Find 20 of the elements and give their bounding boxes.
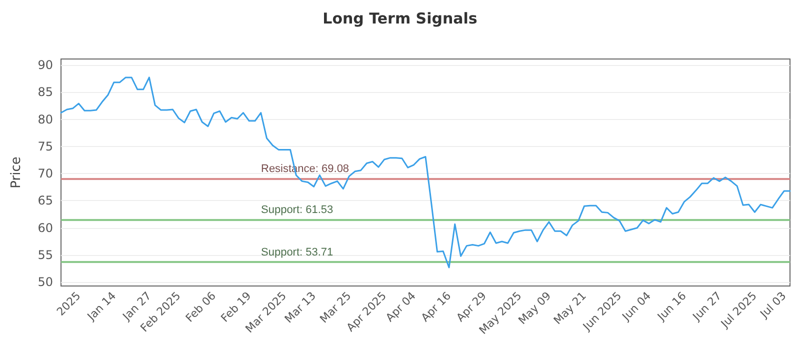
ref-line-label: Support: 61.53	[261, 204, 334, 216]
y-tick-label: 50	[38, 275, 53, 290]
y-tick-label: 60	[38, 220, 53, 235]
y-axis-title: Price	[9, 156, 24, 188]
y-tick-label: 90	[38, 58, 53, 72]
y-tick-label: 80	[38, 112, 53, 126]
x-tick-label: Apr 16	[418, 289, 454, 324]
x-tick-label: Jun 04	[619, 289, 654, 324]
y-tick-label: 65	[38, 194, 53, 208]
y-tick-label: 75	[38, 139, 53, 154]
y-tick-label: 85	[38, 85, 53, 100]
line-series	[60, 76, 791, 268]
x-tick-label: Jun 16	[654, 289, 689, 324]
chart-title: Long Term Signals	[322, 10, 478, 28]
x-tick-label: Jul 03	[757, 289, 789, 322]
y-tick-label: 55	[38, 248, 53, 262]
x-tick-label: Feb 06	[183, 289, 218, 325]
x-tick-label: Jan 14	[84, 289, 119, 324]
ref-line-label: Support: 53.71	[261, 246, 334, 259]
y-tick-label: 70	[38, 166, 53, 181]
